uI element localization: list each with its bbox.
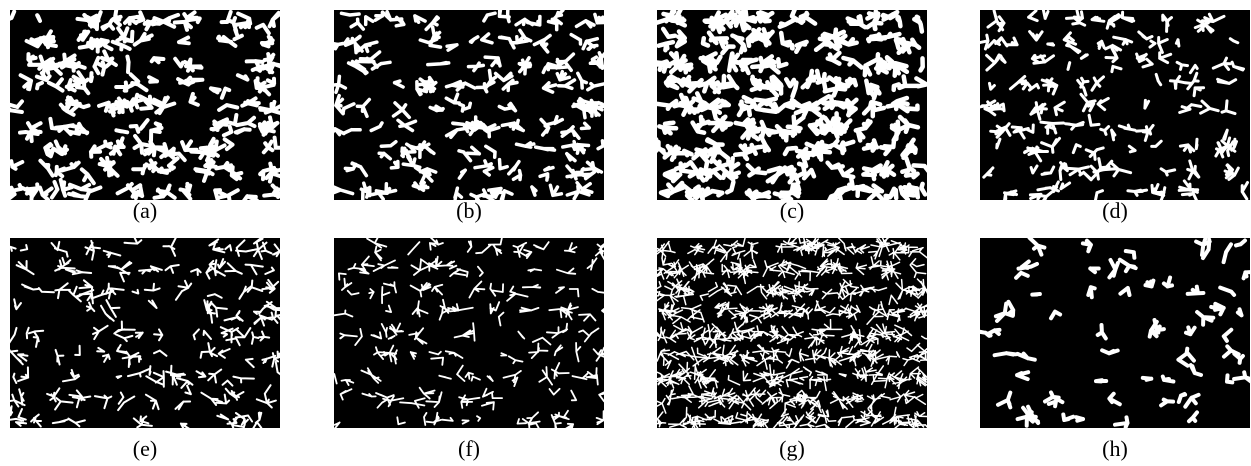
panel-caption: (f): [458, 436, 480, 461]
panel-caption: (a): [133, 198, 157, 223]
image-panel: [980, 10, 1250, 200]
image-panel: [10, 238, 280, 428]
panel-caption: (b): [456, 198, 482, 223]
image-panel: [980, 238, 1250, 428]
plant-texture: [10, 10, 280, 200]
panel-caption: (c): [780, 198, 804, 223]
panel-caption: (g): [779, 436, 805, 461]
plant-texture: [10, 238, 280, 428]
plant-texture: [334, 10, 604, 200]
image-panel: [657, 10, 927, 200]
panel-caption: (e): [133, 436, 157, 461]
plant-texture: [334, 238, 604, 428]
image-panel: [10, 10, 280, 200]
image-panel: [657, 238, 927, 428]
plant-texture: [657, 10, 927, 200]
plant-texture: [657, 238, 927, 428]
panel-caption: (d): [1102, 198, 1128, 223]
plant-texture: [980, 238, 1250, 428]
panel-caption: (h): [1102, 436, 1128, 461]
image-panel: [334, 238, 604, 428]
plant-texture: [980, 10, 1249, 200]
image-panel: [334, 10, 604, 200]
